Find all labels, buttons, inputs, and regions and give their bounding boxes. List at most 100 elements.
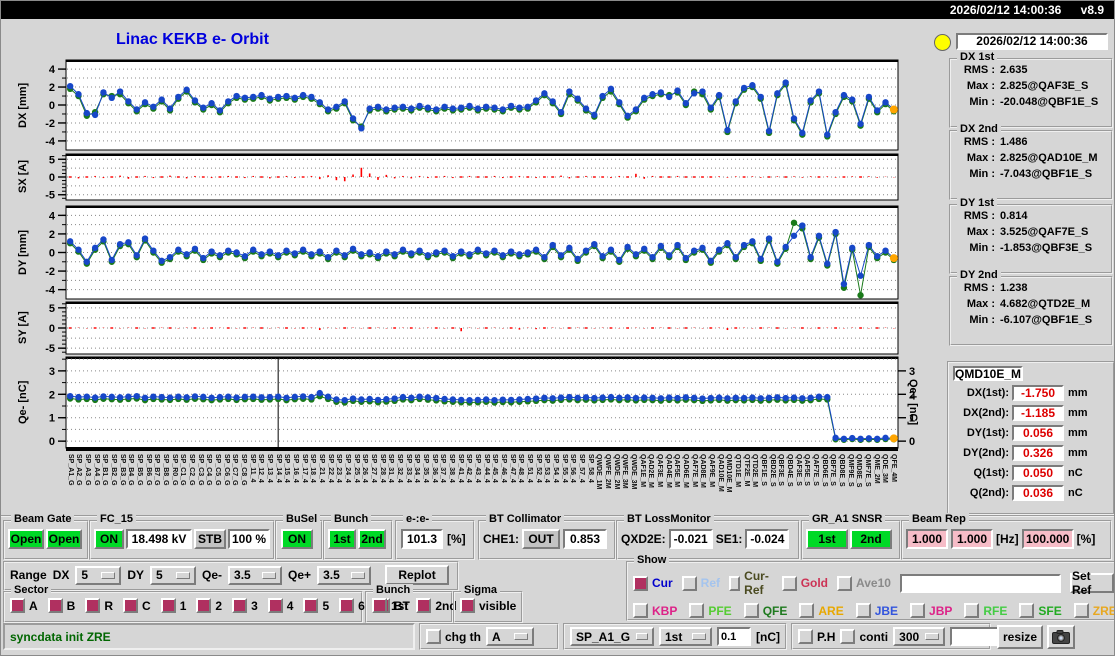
x-axis-label: SP_27_4 bbox=[369, 454, 377, 483]
show-checkbox-ARE[interactable] bbox=[799, 603, 815, 618]
show-checkbox-Ref[interactable] bbox=[681, 575, 697, 591]
che1-out-button[interactable]: OUT bbox=[522, 529, 561, 549]
y-axis-title-dx: DX [mm] bbox=[17, 82, 29, 128]
chg-th-checkbox[interactable] bbox=[426, 629, 441, 644]
sector-checkbox-item-2: 2 bbox=[196, 598, 222, 613]
show-label-ZRE: ZRE bbox=[1092, 603, 1115, 618]
x-axis-label: SP_C5_G bbox=[213, 454, 221, 486]
qxd2e-label: QXD2E: bbox=[621, 532, 666, 546]
x-axis-label: QBF7E_S bbox=[829, 454, 837, 486]
sector-checkbox-item-R: R bbox=[85, 598, 113, 613]
show-checkbox-RFE[interactable] bbox=[964, 603, 980, 618]
sector-checkbox-3[interactable] bbox=[232, 598, 248, 613]
show-checkbox-item-RFE: RFE bbox=[964, 603, 1007, 618]
beam-gate-open-button-2[interactable]: Open bbox=[46, 529, 82, 549]
x-axis-label: SP_32_4 bbox=[395, 454, 403, 483]
sector-label-5: 5 bbox=[322, 598, 330, 613]
x-axis-label: QAF5E_S bbox=[803, 454, 811, 486]
sector-checkbox-item-4: 4 bbox=[267, 598, 293, 613]
sp-bunch-dropdown[interactable]: 1st bbox=[659, 627, 712, 646]
show-checkbox-JBP[interactable] bbox=[910, 603, 926, 618]
show-checkbox-JBE[interactable] bbox=[855, 603, 871, 618]
set-ref-button[interactable]: Set Ref bbox=[1069, 569, 1114, 597]
sector-checkbox-2[interactable] bbox=[196, 598, 212, 613]
x-axis-label: SP_46_4 bbox=[499, 454, 507, 483]
monitor-row-0: DX(1st): -1.750 mm bbox=[966, 385, 1088, 401]
show-checkbox-item-PFE: PFE bbox=[689, 603, 732, 618]
beam-gate-open-button-1[interactable]: Open bbox=[8, 529, 44, 549]
threshold-input[interactable] bbox=[717, 627, 751, 646]
show-checkbox-Gold[interactable] bbox=[781, 575, 797, 591]
sp-monitor-dropdown[interactable]: SP_A1_G bbox=[570, 627, 654, 646]
x-axis-label: SP_22_4 bbox=[326, 454, 334, 483]
dropdown-indicator-icon bbox=[101, 571, 116, 579]
chg-th-dropdown[interactable]: A bbox=[486, 627, 534, 646]
stat-box-dx-1st: DX 1st RMS :2.635 Max :2.825@QAF3E_S Min… bbox=[949, 51, 1113, 128]
sector-checkbox-6[interactable] bbox=[339, 598, 355, 613]
sector-label-R: R bbox=[104, 598, 114, 613]
show-checkbox-Cur[interactable] bbox=[633, 575, 648, 591]
e-ratio-group: e-:e- 101.3 [%] bbox=[395, 513, 475, 560]
range-dx-dropdown[interactable]: 5 bbox=[75, 565, 122, 585]
show-label-SFE: SFE bbox=[1038, 603, 1062, 618]
show-checkbox-Ave10[interactable] bbox=[837, 575, 853, 591]
busel-on-button[interactable]: ON bbox=[281, 529, 313, 549]
range-qep-dropdown[interactable]: 3.5 bbox=[317, 565, 372, 585]
svg-text:-5: -5 bbox=[45, 343, 55, 355]
bunch-checkbox-1st[interactable] bbox=[372, 598, 387, 613]
dropdown-indicator-icon bbox=[925, 633, 940, 640]
sector-checkbox-C[interactable] bbox=[123, 598, 139, 613]
chart-dy: -4 -2 0 2 4 bbox=[45, 205, 899, 300]
gr-a1-1st-button[interactable]: 1st bbox=[806, 529, 848, 549]
range-dx-label: DX bbox=[52, 568, 70, 582]
points-dropdown[interactable]: 300 bbox=[893, 627, 946, 646]
gr-a1-2nd-button[interactable]: 2nd bbox=[850, 529, 892, 549]
x-axis-label: SP_51_4 bbox=[525, 454, 533, 483]
fc15-stb-button[interactable]: STB bbox=[194, 529, 226, 549]
bunch-checkbox-2nd[interactable] bbox=[416, 598, 432, 613]
x-axis-label: SP_48_4 bbox=[517, 454, 525, 483]
sector-checkbox-R[interactable] bbox=[85, 598, 101, 613]
show-checkbox-item-JBE: JBE bbox=[855, 603, 898, 618]
show-checkbox-item-JBP: JBP bbox=[910, 603, 952, 618]
sector-checkbox-4[interactable] bbox=[267, 598, 283, 613]
stat-box-dy-1st: DY 1st RMS :0.814 Max :3.525@QAF7E_S Min… bbox=[949, 197, 1113, 274]
conti-checkbox[interactable] bbox=[840, 629, 856, 644]
x-axis-label: QMF7E_S bbox=[863, 454, 871, 487]
x-axis-label: SP_15_4 bbox=[283, 454, 291, 483]
range-qem-dropdown[interactable]: 3.5 bbox=[228, 565, 283, 585]
show-checkbox-ZRE[interactable] bbox=[1073, 603, 1089, 618]
x-axis-label: SP_33_4 bbox=[404, 454, 412, 483]
fc15-on-button[interactable]: ON bbox=[94, 529, 124, 549]
x-axis-label: SP_B4_G bbox=[127, 454, 135, 486]
show-checkbox-Cur-Ref[interactable] bbox=[729, 575, 741, 591]
sector-checkbox-B[interactable] bbox=[47, 598, 63, 613]
resize-button[interactable]: resize bbox=[997, 625, 1043, 649]
monitor-row-1: DX(2nd): -1.185 mm bbox=[963, 405, 1088, 421]
sector-checkbox-5[interactable] bbox=[303, 598, 319, 613]
sector-label-B: B bbox=[66, 598, 76, 613]
show-checkbox-PFE[interactable] bbox=[689, 603, 705, 618]
replot-button[interactable]: Replot bbox=[385, 565, 450, 585]
range-dy-dropdown[interactable]: 5 bbox=[150, 565, 197, 585]
show-label-Ref: Ref bbox=[700, 576, 721, 590]
beam-rep-value-3: 100.000 bbox=[1021, 529, 1074, 549]
show-checkbox-QFE[interactable] bbox=[743, 603, 759, 618]
snapshot-button[interactable] bbox=[1047, 625, 1075, 649]
bunch-2nd-indicator[interactable]: 2nd bbox=[358, 529, 386, 549]
show-label-QFE: QFE bbox=[762, 603, 788, 618]
show-checkbox-KBP[interactable] bbox=[633, 603, 648, 618]
x-axis-label: SP_31_4 bbox=[387, 454, 395, 483]
show-checkbox-SFE[interactable] bbox=[1019, 603, 1035, 618]
ph-checkbox[interactable] bbox=[798, 629, 813, 644]
sector-checkbox-A[interactable] bbox=[10, 598, 25, 613]
x-axis-label: QBF1E_S bbox=[759, 454, 767, 486]
sector-checkbox-1[interactable] bbox=[160, 598, 176, 613]
bunch-1st-indicator[interactable]: 1st bbox=[328, 529, 356, 549]
x-axis-label: SP_B2_G bbox=[109, 454, 117, 486]
show-ref-input[interactable] bbox=[899, 573, 1061, 593]
x-axis-label: SP_A1_G bbox=[66, 454, 74, 486]
sigma-checkbox-visible[interactable] bbox=[460, 598, 475, 613]
beam-rep-pct-unit: [%] bbox=[1076, 532, 1096, 546]
sector-checkbox-item-1: 1 bbox=[160, 598, 186, 613]
